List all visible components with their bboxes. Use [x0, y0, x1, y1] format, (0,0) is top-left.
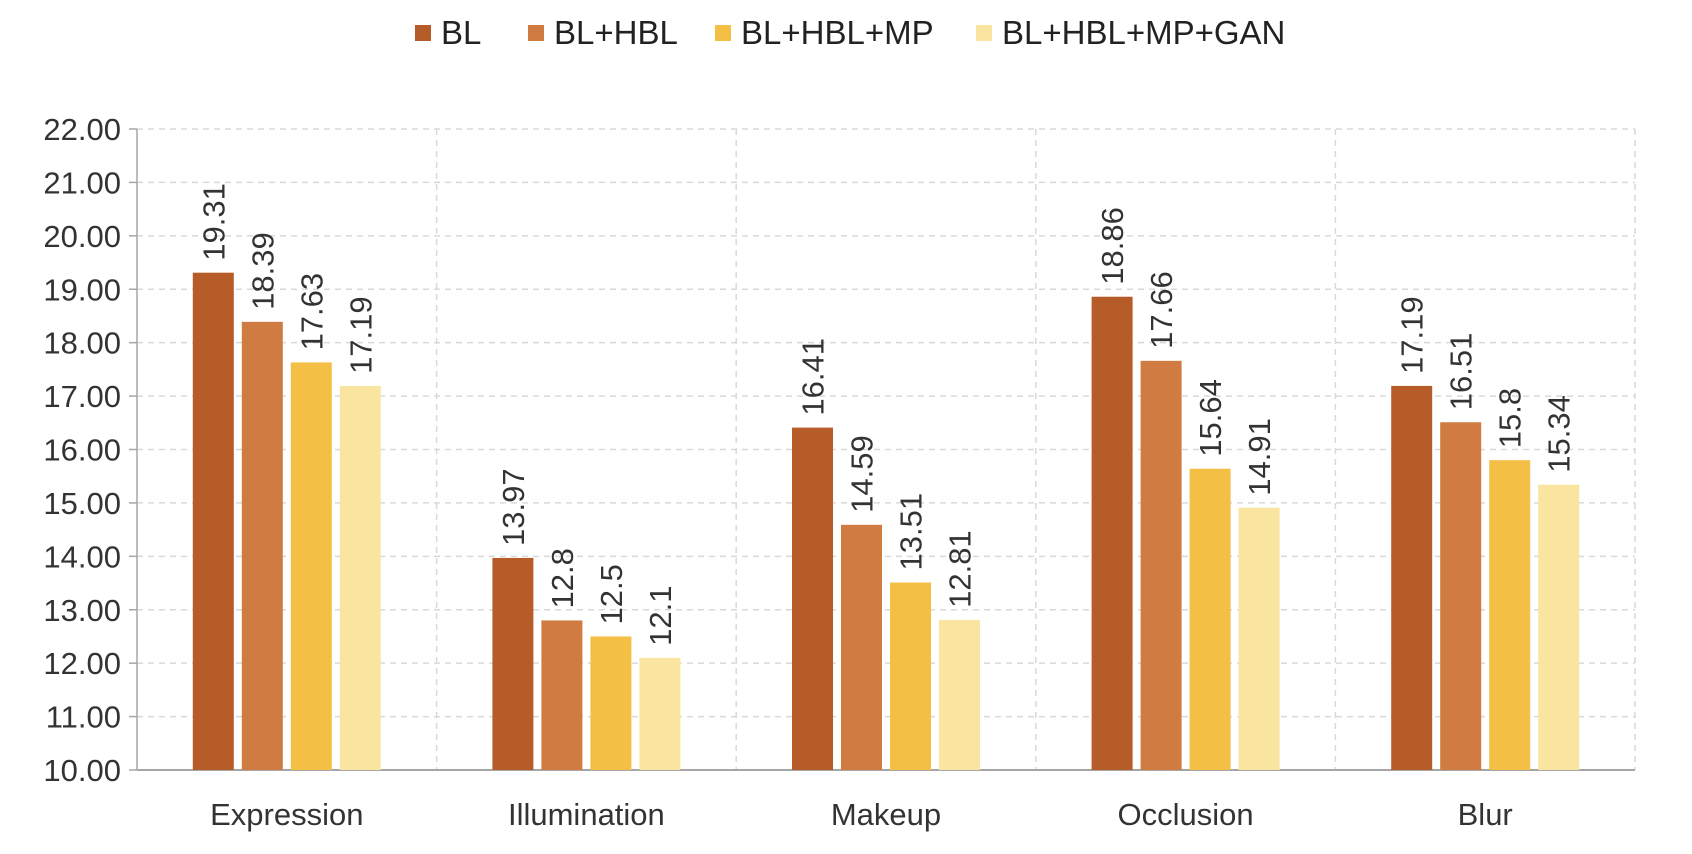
data-label: 17.19 [343, 296, 378, 374]
legend-swatch-bl-hbl-mp [715, 25, 731, 41]
y-tick-label: 13.00 [43, 593, 121, 628]
x-tick-label-blur: Blur [1458, 797, 1513, 832]
bar-expression-series-3 [290, 362, 332, 770]
data-label: 18.39 [245, 232, 280, 310]
data-label: 18.86 [1095, 207, 1130, 285]
legend-item-bl: BL [415, 14, 482, 51]
x-tick-label-makeup: Makeup [831, 797, 941, 832]
legend-label-bl-hbl: BL+HBL [554, 14, 678, 51]
bar-occlusion-series-4 [1238, 507, 1280, 770]
legend-item-bl-hbl: BL+HBL [528, 14, 678, 51]
y-tick-label: 14.00 [43, 539, 121, 574]
x-tick-label-expression: Expression [210, 797, 363, 832]
data-label: 17.19 [1395, 296, 1430, 374]
bar-occlusion-series-1 [1091, 296, 1133, 770]
data-label: 13.51 [894, 493, 929, 571]
bar-blur-series-1 [1391, 385, 1433, 770]
chart-legend: BL BL+HBL BL+HBL+MP BL+HBL+MP+GAN [0, 12, 1692, 52]
bar-makeup-series-1 [792, 427, 833, 770]
legend-swatch-bl [415, 25, 431, 41]
legend-label-bl-hbl-mp: BL+HBL+MP [741, 14, 934, 51]
data-label: 12.8 [545, 548, 580, 608]
data-label: 16.41 [796, 338, 831, 416]
legend-label-bl-hbl-mp-gan: BL+HBL+MP+GAN [1002, 14, 1286, 51]
bar-blur-series-3 [1489, 460, 1531, 770]
data-label: 14.91 [1242, 418, 1277, 496]
data-label: 13.97 [496, 468, 531, 546]
legend-swatch-bl-hbl [528, 25, 544, 41]
x-tick-label-illumination: Illumination [508, 797, 665, 832]
y-tick-label: 15.00 [43, 486, 121, 521]
y-tick-label: 17.00 [43, 379, 121, 414]
bar-occlusion-series-3 [1189, 468, 1231, 770]
y-tick-label: 20.00 [43, 219, 121, 254]
bar-blur-series-2 [1440, 422, 1482, 770]
bar-illumination-series-1 [492, 557, 534, 770]
data-label: 17.63 [294, 273, 329, 351]
legend-item-bl-hbl-mp: BL+HBL+MP [715, 14, 934, 51]
y-tick-label: 19.00 [43, 272, 121, 307]
legend-label-bl: BL [441, 14, 482, 51]
y-tick-label: 10.00 [43, 753, 121, 788]
data-label: 12.1 [643, 585, 678, 645]
data-label: 12.5 [594, 564, 629, 624]
data-label: 15.64 [1193, 379, 1228, 457]
bar-illumination-series-2 [541, 620, 583, 770]
data-label: 14.59 [845, 435, 880, 513]
x-tick-label-occlusion: Occlusion [1118, 797, 1254, 832]
bar-makeup-series-4 [939, 619, 980, 770]
y-tick-label: 21.00 [43, 165, 121, 200]
bar-expression-series-1 [192, 272, 234, 770]
bar-makeup-series-3 [890, 582, 931, 770]
bar-expression-series-4 [339, 385, 381, 770]
data-label: 19.31 [196, 183, 231, 261]
legend-item-bl-hbl-mp-gan: BL+HBL+MP+GAN [976, 14, 1286, 51]
legend-swatch-bl-hbl-mp-gan [976, 25, 992, 41]
bar-illumination-series-4 [639, 657, 681, 770]
bar-expression-series-2 [241, 321, 283, 770]
data-label: 16.51 [1444, 333, 1479, 411]
y-tick-label: 11.00 [46, 700, 121, 735]
data-label: 15.8 [1493, 388, 1528, 448]
data-label: 12.81 [943, 530, 978, 608]
data-label: 15.34 [1542, 395, 1577, 473]
bar-illumination-series-3 [590, 636, 632, 770]
data-label: 17.66 [1144, 271, 1179, 349]
y-tick-label: 22.00 [43, 112, 121, 147]
bar-makeup-series-2 [841, 524, 882, 770]
bar-blur-series-4 [1538, 484, 1580, 770]
y-tick-label: 12.00 [43, 646, 121, 681]
y-tick-label: 16.00 [43, 433, 121, 468]
y-tick-label: 18.00 [43, 326, 121, 361]
bar-occlusion-series-2 [1140, 360, 1182, 770]
